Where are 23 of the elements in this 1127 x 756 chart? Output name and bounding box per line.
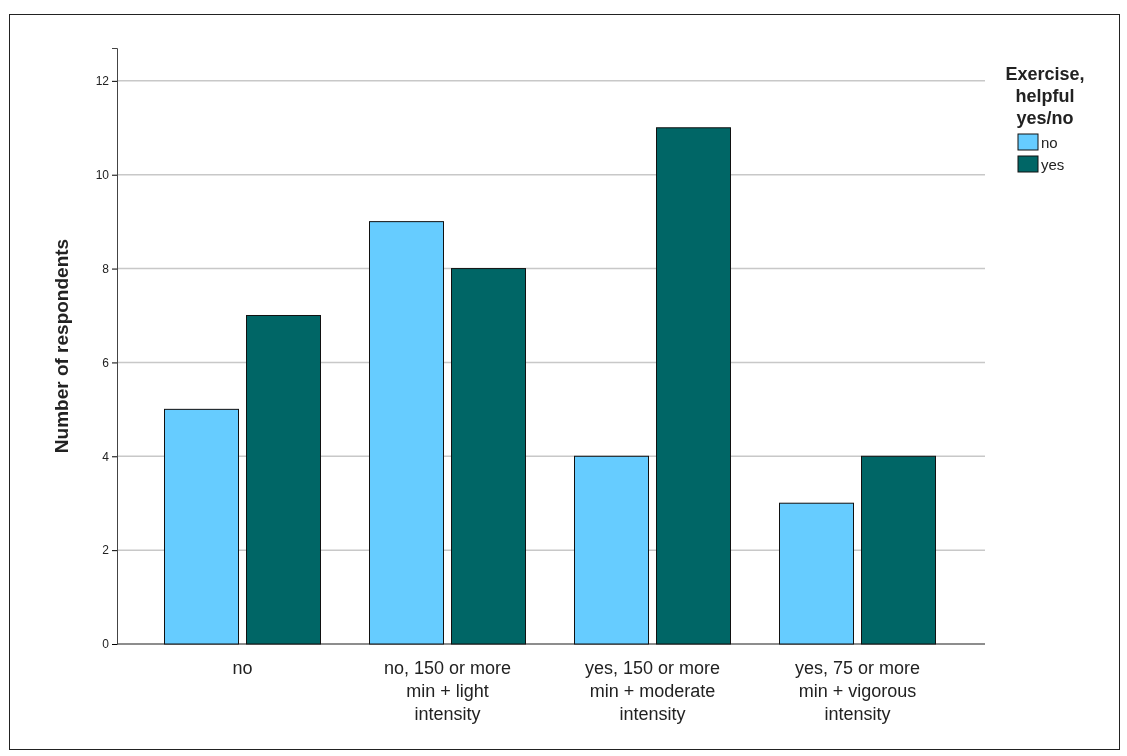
bar [779,502,854,645]
x-tick-label: yes, 75 or more min + vigorous intensity [794,658,921,724]
bar [861,455,936,645]
x-tick-label: no, 150 or more min + light intensity [383,658,512,724]
bar [451,268,526,645]
bar [656,127,731,645]
bar [369,221,444,645]
legend-label: no [1041,134,1058,151]
y-axis-title: Number of respondents [51,238,72,454]
y-tick-label: 10 [95,168,110,183]
y-tick-label: 4 [102,449,110,464]
bar [246,315,321,645]
x-tick-label: yes, 150 or more min + moderate intensity [584,658,721,724]
bar [574,455,649,645]
x-tick-label: no [232,658,253,678]
y-tick-label: 8 [102,261,110,276]
y-tick-label: 6 [102,355,110,370]
y-tick-label: 0 [102,637,110,652]
y-tick-label: 12 [95,74,110,89]
y-tick-label: 2 [102,543,110,558]
legend-label: yes [1041,156,1065,173]
legend-title: Exercise, helpful yes/no [1005,64,1085,128]
bar [164,408,239,645]
